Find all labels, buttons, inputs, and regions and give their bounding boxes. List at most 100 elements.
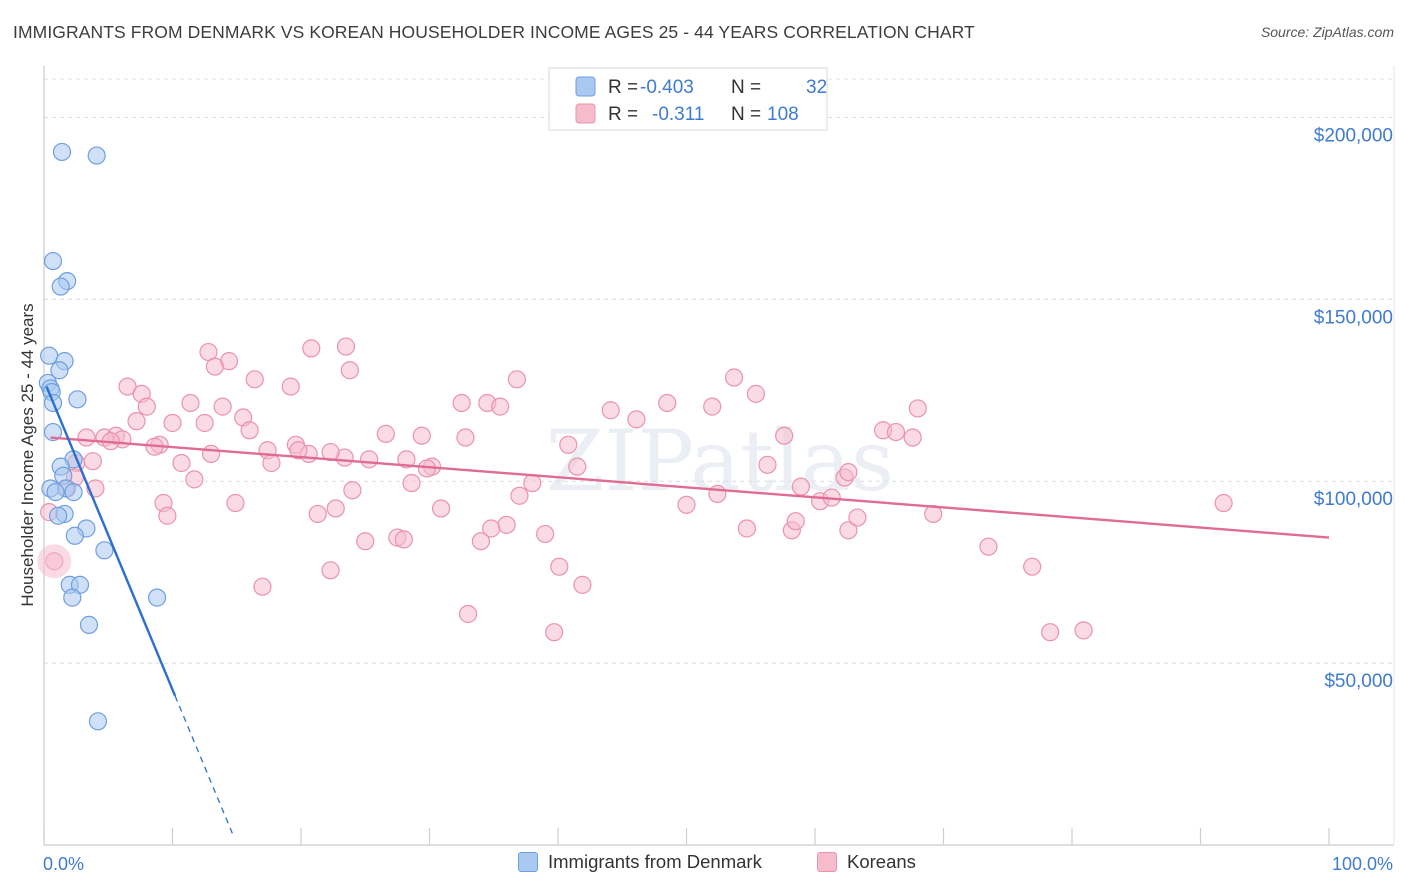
chart-title: IMMIGRANTS FROM DENMARK VS KOREAN HOUSEH… [13,22,975,42]
korean-point [127,412,146,431]
denmark-point [87,146,106,165]
korean-point [568,457,587,476]
korean-point [163,413,182,433]
legend-n-label-1: N = [731,77,761,98]
denmark-point [46,483,65,502]
legend-n-value-2: 108 [767,104,799,125]
korean-point [185,470,204,489]
korean-point [226,493,245,513]
korean-point [289,441,308,460]
korean-point [360,450,379,469]
bottom-legend-koreans: Koreans [817,851,916,873]
korean-point [452,393,471,413]
korean-point [791,477,810,496]
korean-point [497,515,516,534]
korean-point [213,397,232,416]
korean-point [118,377,137,396]
korean-point [746,384,765,403]
source-label: Source: ZipAtlas.com [1260,24,1394,40]
denmark-point [49,506,68,525]
korean-point [1041,623,1060,642]
legend-swatch-koreans [575,103,596,124]
korean-point [205,357,225,376]
korean-point [394,530,413,549]
korean-point [172,453,191,473]
korean-point [253,577,272,596]
korean-point [786,512,805,531]
korean-point [903,428,922,447]
korean-point [412,426,431,445]
denmark-point [64,483,83,502]
bottom-legend-denmark: Immigrants from Denmark [518,851,762,873]
korean-point [326,499,345,518]
y-tick-label: $150,000 [1314,307,1393,328]
korean-point [343,481,362,500]
denmark-point [63,588,82,607]
korean-point [340,361,359,380]
korean-point [431,499,451,518]
korean-point [545,623,564,642]
korean-point [839,521,858,540]
korean-point [559,435,578,454]
denmark-series [38,142,167,731]
korean-point [201,444,221,464]
korean-point [321,561,340,580]
korean-point [677,495,696,514]
korean-point [550,557,569,576]
denmark-point [52,142,72,162]
korean-point [839,462,858,482]
korean-point [83,452,102,471]
denmark-point [79,615,99,634]
korean-point [627,410,646,429]
korean-point [281,377,300,396]
korean-point [181,393,200,413]
bottom-legend-denmark-label: Immigrants from Denmark [548,851,762,872]
korean-point [458,604,478,624]
axes [43,66,1395,846]
denmark-trend-line-extension [174,695,235,838]
korean-point [77,428,96,447]
korean-point [356,532,375,551]
trend-lines [45,386,1330,838]
y-tick-label: $200,000 [1314,125,1393,146]
korean-point [507,370,526,389]
x-tick-label-min: 0.0% [43,854,84,874]
denmark-point [43,422,63,442]
korean-point [601,401,620,420]
korean-point [336,337,356,356]
denmark-trend-line [45,386,177,697]
denmark-point [43,251,63,271]
korean-point [308,504,327,524]
korean-point [775,426,794,445]
legend-n-value-1: 32 [806,77,827,98]
korean-point [397,450,416,469]
korean-point [1074,621,1093,640]
korean-point [482,519,501,538]
korean-point [471,532,490,551]
korean-point [908,399,927,418]
legend-swatch-denmark [575,76,596,97]
legend-n-label-2: N = [731,104,761,125]
korean-point [137,397,156,416]
korean-point [703,397,722,416]
korean-point [1023,557,1042,576]
korean-point [708,484,727,504]
korean-point [491,397,510,416]
koreans-series [37,337,1233,642]
denmark-point [50,361,69,380]
korean-point [737,519,756,538]
denmark-point [68,390,87,409]
korean-point [886,422,906,442]
legend-r-value-1: -0.403 [640,77,694,98]
denmark-point [51,277,70,296]
koreans-trend-line [50,436,1330,539]
y-tick-label: $100,000 [1314,489,1393,510]
korean-point [724,368,744,387]
denmark-swatch [518,852,538,872]
korean-point [456,428,475,447]
korean-point [158,506,177,525]
denmark-point [40,346,59,365]
korean-point [402,473,421,493]
korean-point [510,486,529,505]
y-tick-labels: $50,000 $100,000 $150,000 $200,000 [1314,125,1393,692]
